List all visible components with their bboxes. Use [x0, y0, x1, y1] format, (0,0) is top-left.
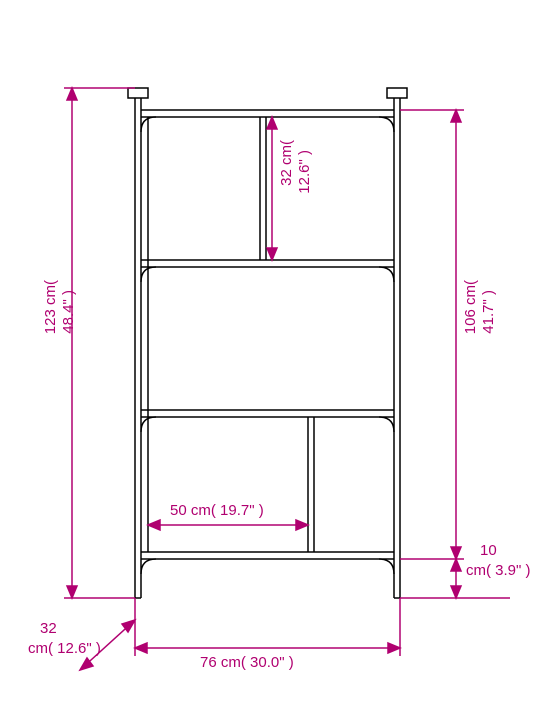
dim-foot-cm: 10	[480, 542, 497, 559]
dim-usable-height-cm: 106 cm(	[462, 280, 479, 334]
dim-depth-cm: 32	[40, 620, 57, 637]
dim-width: 76 cm( 30.0" )	[200, 654, 294, 671]
shelf-drawing	[0, 0, 540, 720]
dim-depth-in: cm( 12.6" )	[28, 640, 101, 657]
dim-foot-in: cm( 3.9" )	[466, 562, 531, 579]
dim-total-height-cm: 123 cm(	[42, 280, 59, 334]
dim-usable-height-in: 41.7" )	[480, 290, 497, 334]
diagram-canvas: 123 cm( 48.4" ) 106 cm( 41.7" ) 10 cm( 3…	[0, 0, 540, 720]
dim-compartment-w: 50 cm( 19.7" )	[170, 502, 264, 519]
dim-shelf-gap-cm: 32 cm(	[278, 140, 295, 186]
dim-shelf-gap-in: 12.6" )	[296, 150, 313, 194]
dim-total-height-in: 48.4" )	[60, 290, 77, 334]
